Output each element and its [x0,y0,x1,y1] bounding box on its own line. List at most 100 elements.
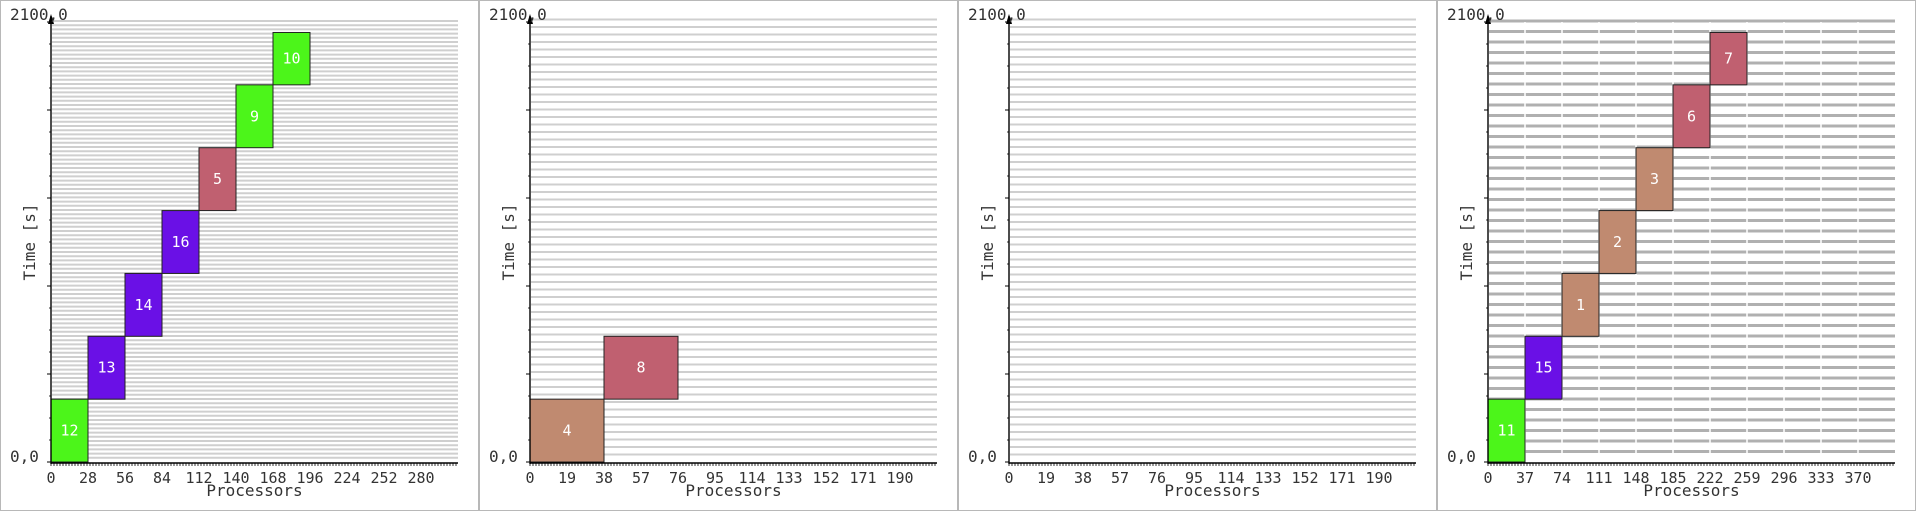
job-5-block [198,147,237,212]
x-tick-label: 280 [407,469,434,487]
job-12-label: 12 [60,422,78,440]
y-axis-title: Time [s] [20,203,39,280]
y-top-label: 2100,0 [489,5,547,24]
job-5-label: 5 [213,170,222,188]
x-tick-label: 76 [1148,469,1166,487]
job-8-block [603,335,679,400]
x-tick-label: 57 [632,469,650,487]
job-15-block [1524,335,1563,400]
x-tick-label: 171 [1328,469,1355,487]
x-tick-label: 38 [595,469,613,487]
y-top-label: 2100,0 [1447,5,1505,24]
x-axis-title: Processors [1164,481,1260,500]
grid [531,18,937,456]
x-tick-label: 76 [669,469,687,487]
x-tick-label: 152 [1291,469,1318,487]
x-tick-label: 111 [1585,469,1612,487]
job-13-block [87,335,126,400]
grid [1489,19,1895,462]
x-tick-label: 0 [46,469,55,487]
job-15-label: 15 [1534,359,1552,377]
x-tick-label: 370 [1844,469,1871,487]
job-9-label: 9 [250,107,259,125]
job-2-label: 2 [1613,233,1622,251]
job-10-block [272,31,311,86]
x-tick-label: 37 [1516,469,1534,487]
x-tick-label: 95 [1185,469,1203,487]
x-tick-label: 190 [886,469,913,487]
x-tick-label: 133 [775,469,802,487]
y-top-label: 2100,0 [10,5,68,24]
x-tick-label: 148 [1622,469,1649,487]
x-tick-label: 57 [1111,469,1129,487]
x-axis-title: Processors [1643,481,1739,500]
x-tick-label: 38 [1074,469,1092,487]
x-tick-label: 171 [849,469,876,487]
x-tick-label: 19 [1037,469,1055,487]
x-axis-title: Processors [206,481,302,500]
grid [52,20,458,459]
job-1-label: 1 [1576,296,1585,314]
job-14-block [124,272,163,337]
job-6-block [1672,84,1711,149]
y-axis-title: Time [s] [1457,203,1476,280]
x-tick-label: 112 [185,469,212,487]
x-tick-label: 190 [1365,469,1392,487]
x-tick-label: 252 [370,469,397,487]
chart-panel-1: 12 13 14 16 5 9 10 0 28 56 84 112 140 168 196 224 252 280… [0,0,479,511]
x-tick-label: 56 [116,469,134,487]
x-tick-label: 333 [1807,469,1834,487]
job-4-label: 4 [562,422,571,440]
y-axis-title: Time [s] [499,203,518,280]
job-9-block [235,84,274,149]
job-7-label: 7 [1724,50,1733,68]
x-tick-label: 0 [1004,469,1013,487]
x-tick-label: 152 [812,469,839,487]
x-tick-label: 222 [1696,469,1723,487]
y-bottom-label: 0,0 [10,447,39,466]
y-bottom-label: 0,0 [1447,447,1476,466]
x-tick-label: 224 [333,469,360,487]
job-3-label: 3 [1650,170,1659,188]
x-tick-label: 0 [525,469,534,487]
x-tick-label: 0 [1483,469,1492,487]
x-tick-label: 296 [1770,469,1797,487]
y-bottom-label: 0,0 [968,447,997,466]
job-7-block [1709,31,1748,86]
x-tick-label: 114 [738,469,765,487]
y-axis-title: Time [s] [978,203,997,280]
job-16-block [161,210,200,274]
job-6-label: 6 [1687,107,1696,125]
chart-panel-2: 4 8 0 19 38 57 76 95 114 133 152 171 190 Processors Ti… [479,0,958,511]
chart-panel-4: 11 15 1 2 3 6 7 0 37 74 111 148 185 222 259 296 333 370 Pr… [1437,0,1916,511]
x-tick-label: 28 [79,469,97,487]
job-2-block [1598,210,1637,274]
panel-frame [958,0,1437,511]
y-bottom-label: 0,0 [489,447,518,466]
x-tick-label: 84 [153,469,171,487]
x-tick-label: 114 [1217,469,1244,487]
x-tick-label: 140 [222,469,249,487]
x-tick-label: 168 [259,469,286,487]
job-16-label: 16 [171,233,189,251]
x-axis-title: Processors [685,481,781,500]
job-4-block [529,398,605,463]
job-3-block [1635,147,1674,212]
x-tick-label: 95 [706,469,724,487]
x-tick-label: 74 [1553,469,1571,487]
job-8-label: 8 [636,359,645,377]
job-11-label: 11 [1497,422,1515,440]
job-1-block [1561,272,1600,337]
job-10-label: 10 [282,50,300,68]
chart-panel-3: 0 19 38 57 76 95 114 133 152 171 190 Processors Time… [958,0,1437,511]
x-tick-label: 196 [296,469,323,487]
job-14-label: 14 [134,296,152,314]
grid [1010,18,1416,456]
x-tick-label: 19 [558,469,576,487]
x-tick-label: 185 [1659,469,1686,487]
x-tick-label: 133 [1254,469,1281,487]
x-tick-label: 259 [1733,469,1760,487]
y-top-label: 2100,0 [968,5,1026,24]
job-13-label: 13 [97,359,115,377]
